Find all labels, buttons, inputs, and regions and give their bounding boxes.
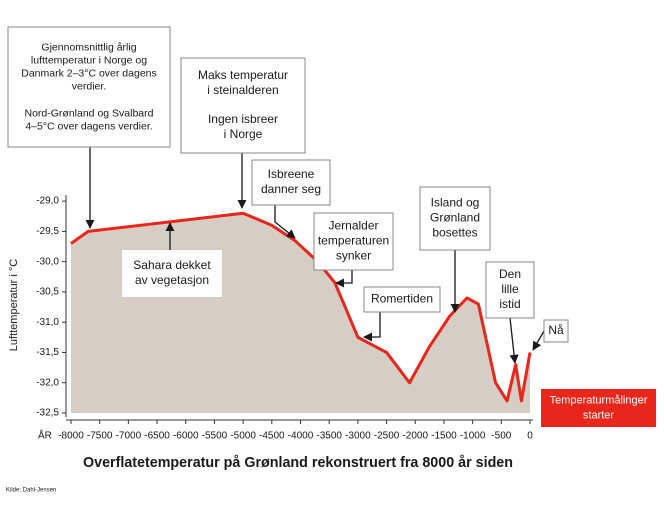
x-tick-label: -500 <box>491 431 511 442</box>
annotation-box <box>313 212 394 271</box>
x-tick-label: -4000 <box>288 431 314 442</box>
x-tick-label: -2500 <box>374 431 400 442</box>
x-tick-label: -6000 <box>173 431 199 442</box>
line <box>70 211 532 403</box>
annotation-text: synker <box>336 249 371 263</box>
annotation-box <box>180 57 306 154</box>
annotation-text: Nord-Grønland og Svalbard <box>25 107 154 119</box>
annotation-box <box>485 261 535 319</box>
annotation-text: i Norge <box>224 127 263 141</box>
x-tick-label: -7000 <box>116 431 142 442</box>
annotation-arrow <box>509 317 519 364</box>
annotation-text: temperaturen <box>318 234 389 248</box>
annotation-text: Island og <box>431 196 480 210</box>
x-tick-label: -5000 <box>230 431 256 442</box>
annotation-text: Ingen isbreer <box>208 112 278 126</box>
x-tick-label: -3000 <box>345 431 371 442</box>
annotation-text: Jernalder <box>328 219 378 233</box>
chart-title: Overflatetemperatur på Grønland rekonstr… <box>83 454 513 471</box>
annotation-arrow <box>363 312 381 342</box>
annotation-text: Grønland <box>430 211 480 225</box>
annotation-text: Danmark 2–3°C over dagens <box>21 67 157 79</box>
annotation-text: Sahara dekket <box>133 258 211 272</box>
annotation-box <box>122 250 222 297</box>
annotation-text: Romertiden <box>371 292 433 306</box>
x-tick-label: -6500 <box>144 431 170 442</box>
annotation-box <box>419 186 491 251</box>
x-tick-label: -4500 <box>259 431 285 442</box>
x-tick-label: -1500 <box>431 431 457 442</box>
x-tick-label: -1000 <box>460 431 486 442</box>
annotation-text: istid <box>499 297 520 311</box>
source: Kilde: Dahl-Jensen <box>6 488 56 494</box>
x-tick-label: 0 <box>527 431 533 442</box>
annotation-text: danner seg <box>261 182 321 196</box>
annotation-box <box>7 26 171 148</box>
annotation-text: lille <box>501 282 519 296</box>
y-tick-label: -29,0 <box>36 196 59 207</box>
annotation-text: starter <box>583 409 615 421</box>
y-tick-label: -31,0 <box>36 317 59 328</box>
annotation-arrow <box>274 205 296 239</box>
y-tick-label: -31,5 <box>36 347 59 358</box>
y-tick-label: -30,5 <box>36 287 59 298</box>
y-tick-label: -29,5 <box>36 226 59 237</box>
annotation-text: verdier. <box>72 80 106 92</box>
annotation-text: bosettes <box>432 226 477 240</box>
annotation-text: i steinalderen <box>207 83 278 97</box>
x-tick-label: -3500 <box>316 431 342 442</box>
y-axis-label: Lufttemperatur i °C <box>8 259 20 351</box>
annotation-text: av vegetasjon <box>135 273 209 287</box>
annotation-box <box>543 319 569 343</box>
x-tick-label: -7500 <box>87 431 113 442</box>
annotation-text: Gjennomsnittlig årlig <box>41 41 136 53</box>
annotation-arrow <box>532 330 545 351</box>
annotation-text: Temperaturmålinger <box>550 394 648 406</box>
x-tick-label: -2000 <box>402 431 428 442</box>
annotation-box <box>363 286 441 313</box>
annotation-text: Isbreene <box>268 167 315 181</box>
y-tick-label: -30,0 <box>36 256 59 267</box>
y-tick-label: -32,5 <box>36 408 59 419</box>
annotation-text: Maks temperatur <box>198 68 288 82</box>
annotation-text: Nå <box>548 323 564 337</box>
annotation-text: lufttemperatur i Norge og <box>31 54 147 66</box>
annotation-text: 4–5°C over dagens verdier. <box>25 120 152 132</box>
x-tick-label: -8000 <box>58 431 84 442</box>
annotation-text: Den <box>499 267 521 281</box>
x-axis-label: ÅR <box>38 429 52 442</box>
annotation-arrow <box>335 270 353 288</box>
y-tick-label: -32,0 <box>36 377 59 388</box>
annotation-box <box>251 159 331 206</box>
annotation-box <box>539 387 658 429</box>
x-tick-label: -5500 <box>202 431 228 442</box>
